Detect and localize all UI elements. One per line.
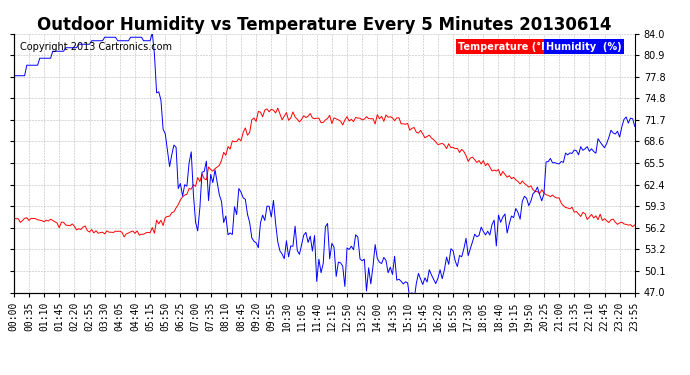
Text: Humidity  (%): Humidity (%) [546, 42, 622, 51]
Text: Copyright 2013 Cartronics.com: Copyright 2013 Cartronics.com [20, 42, 172, 51]
Title: Outdoor Humidity vs Temperature Every 5 Minutes 20130614: Outdoor Humidity vs Temperature Every 5 … [37, 16, 611, 34]
Text: Temperature (°F): Temperature (°F) [458, 42, 552, 52]
